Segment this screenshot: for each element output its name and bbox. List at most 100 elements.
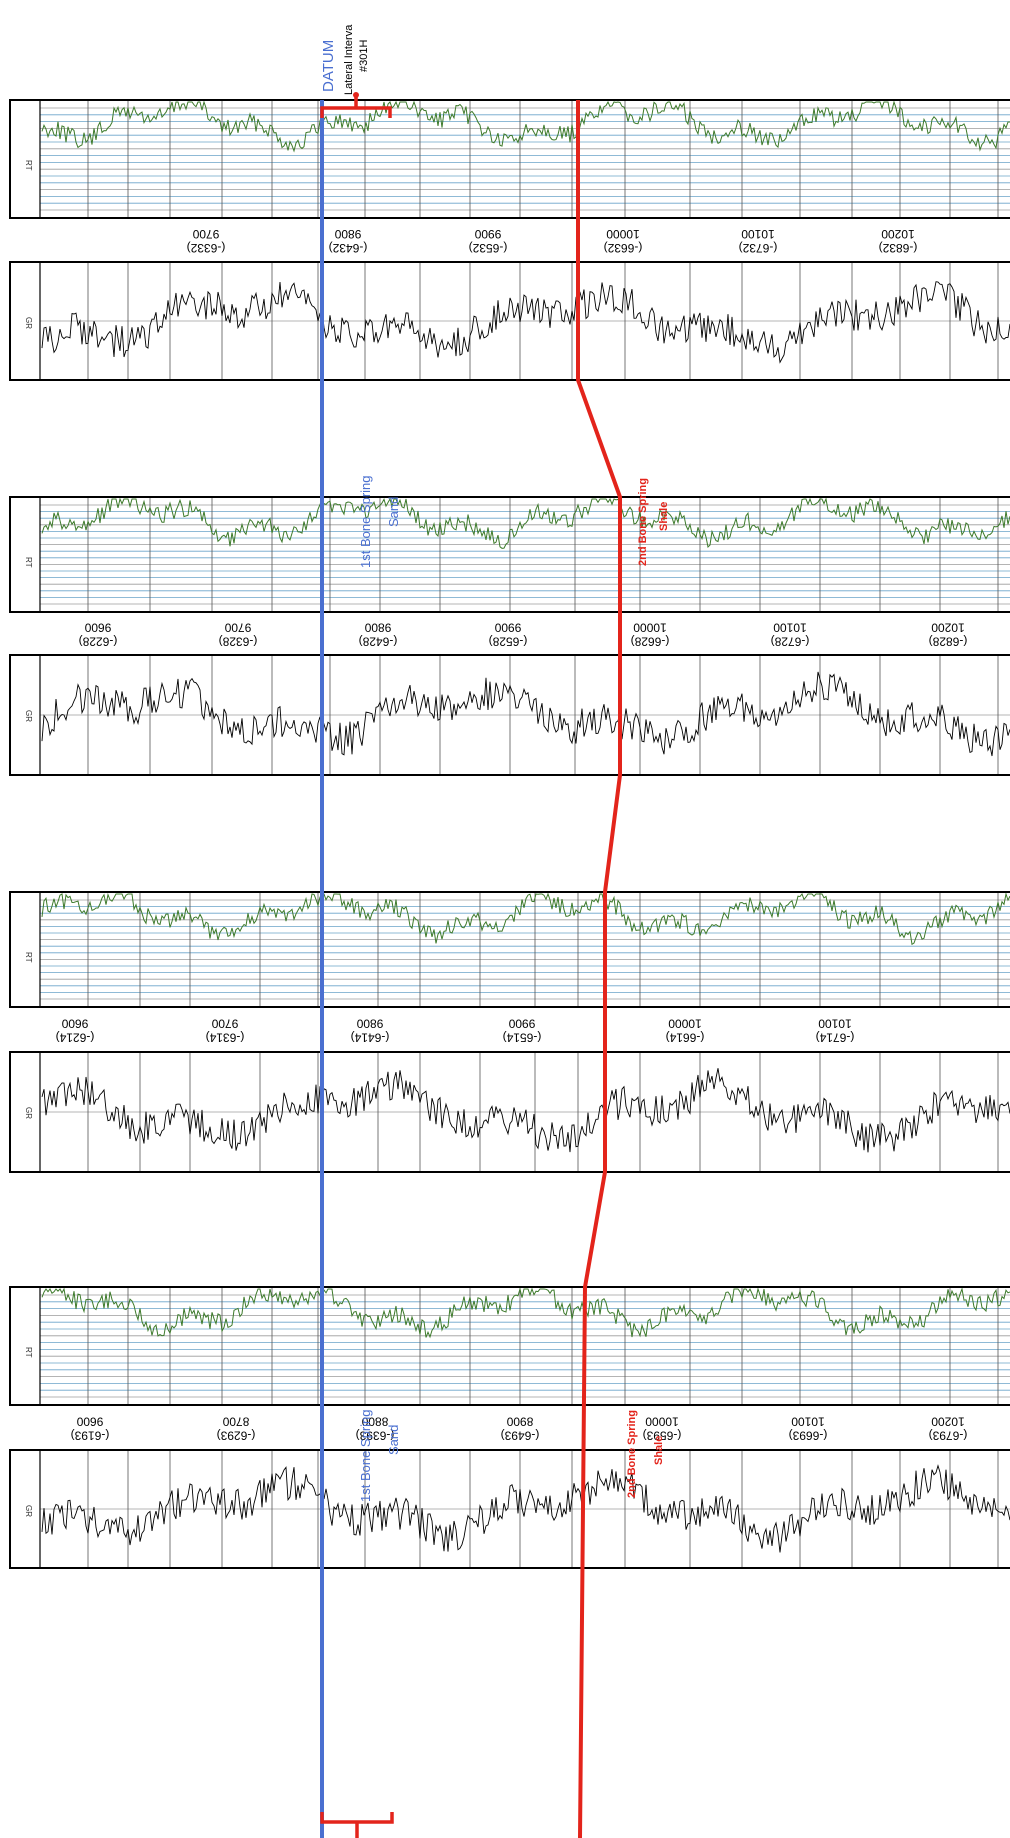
md-value: 9600: [61, 1017, 88, 1031]
md-value: 10200: [931, 621, 965, 635]
tvdss-value: (-6493): [501, 1429, 540, 1443]
depth-tick-label: (-6214)9600: [56, 1017, 95, 1045]
gamma-curve: [41, 1464, 1010, 1553]
tvdss-value: (-6593): [643, 1429, 682, 1443]
tvdss-value: (-6828): [929, 635, 968, 649]
gamma-curve-label: GR: [24, 710, 33, 722]
depth-tick-label: (-6432)9800: [329, 227, 368, 255]
depth-tick-label: (-6632)10000: [604, 227, 643, 255]
md-value: 10200: [881, 227, 915, 241]
depth-tick-label: (-6293)8700: [217, 1415, 256, 1443]
formation-label-sand: Sand: [386, 497, 401, 527]
tvdss-value: (-6714): [816, 1031, 855, 1045]
tvdss-value: (-6628): [631, 635, 670, 649]
resistivity-track-frame: [9, 496, 1010, 613]
resistivity-curve-label: RT: [24, 160, 33, 171]
correlation-layer: [320, 92, 622, 1838]
lateral-interval-marker: [353, 92, 359, 98]
md-value: 9900: [494, 621, 521, 635]
lateral-interval-label: Lateral Interva: [343, 24, 355, 95]
depth-tick-label: (-6428)9800: [359, 621, 398, 649]
depth-tick-label: (-6532)9900: [469, 227, 508, 255]
md-value: 9600: [84, 621, 111, 635]
gamma-track-frame: [9, 654, 1010, 776]
well-label: #301H: [358, 40, 370, 72]
resistivity-track-frame: [9, 1286, 1010, 1406]
tvdss-value: (-6414): [351, 1031, 390, 1045]
tvdss-value: (-6514): [503, 1031, 542, 1045]
md-value: 10000: [668, 1017, 702, 1031]
tvdss-value: (-6832): [879, 241, 918, 255]
md-value: 10000: [645, 1415, 679, 1429]
md-value: 10000: [606, 227, 640, 241]
tvdss-value: (-6532): [469, 241, 508, 255]
formation-label-sand-lower: Sand: [386, 1425, 401, 1455]
log-curve-layer: [41, 100, 1010, 1553]
md-value: 10100: [773, 621, 807, 635]
tvdss-value: (-6328): [219, 635, 258, 649]
formation-label-2nd-bone-spring: 2nd Bone Spring: [637, 478, 649, 566]
depth-tick-label: (-6193)9600: [71, 1415, 110, 1443]
tvdss-value: (-6614): [666, 1031, 705, 1045]
resistivity-curve: [41, 892, 1010, 946]
resistivity-curve: [41, 100, 1010, 153]
tvdss-value: (-6432): [329, 241, 368, 255]
depth-tick-label: (-6328)9700: [219, 621, 258, 649]
depth-tick-label: (-6414)9800: [351, 1017, 390, 1045]
md-value: 10100: [741, 227, 775, 241]
tvdss-value: (-6728): [771, 635, 810, 649]
gamma-track-frame: [9, 1051, 1010, 1173]
md-value: 9700: [224, 621, 251, 635]
md-value: 9800: [356, 1017, 383, 1031]
depth-tick-label: (-6628)10000: [631, 621, 670, 649]
md-value: 10200: [931, 1415, 965, 1429]
depth-tick-label: (-6728)10100: [771, 621, 810, 649]
tvdss-value: (-6393): [356, 1429, 395, 1443]
md-value: 10100: [818, 1017, 852, 1031]
resistivity-curve-label: RT: [24, 952, 33, 963]
tvdss-value: (-6314): [206, 1031, 245, 1045]
track-frame-layer: [9, 99, 1010, 1569]
depth-tick-label: (-6332)9700: [187, 227, 226, 255]
resistivity-curve: [41, 1287, 1010, 1339]
gamma-curve: [41, 671, 1010, 757]
tvdss-value: (-6732): [739, 241, 778, 255]
depth-tick-label: (-6614)10000: [666, 1017, 705, 1045]
tvdss-value: (-6693): [789, 1429, 828, 1443]
gamma-track-frame: [9, 1449, 1010, 1569]
tvdss-value: (-6332): [187, 241, 226, 255]
depth-tick-label: (-6314)9700: [206, 1017, 245, 1045]
depth-tick-label: (-6714)10100: [816, 1017, 855, 1045]
md-value: 8800: [361, 1415, 388, 1429]
tvdss-value: (-6528): [489, 635, 528, 649]
md-value: 9900: [508, 1017, 535, 1031]
depth-tick-label: (-6514)9900: [503, 1017, 542, 1045]
tvdss-value: (-6293): [217, 1429, 256, 1443]
depth-tick-label: (-6493)8900: [501, 1415, 540, 1443]
tvdss-value: (-6793): [929, 1429, 968, 1443]
datum-label: DATUM: [320, 40, 337, 92]
gamma-track-frame: [9, 261, 1010, 381]
depth-tick-label: (-6528)9900: [489, 621, 528, 649]
formation-label-2nd-bone-spring-lower: 2nd Bone Spring: [626, 1410, 638, 1498]
md-value: 9700: [192, 227, 219, 241]
depth-tick-label: (-6732)10100: [739, 227, 778, 255]
shale-correlation-line: [576, 100, 622, 1838]
gamma-curve-label: GR: [24, 317, 33, 329]
md-value: 9800: [334, 227, 361, 241]
gamma-curve: [41, 1068, 1010, 1153]
depth-tick-label: (-6593)10000: [643, 1415, 682, 1443]
md-value: 9900: [474, 227, 501, 241]
formation-label-shale: Shale: [658, 502, 670, 531]
md-value: 10100: [791, 1415, 825, 1429]
depth-label-layer: RTGR(-6332)9700(-6432)9800(-6532)9900(-6…: [24, 160, 967, 1517]
formation-label-1st-bone-spring: 1st Bone Spring: [358, 475, 373, 568]
depth-tick-label: (-6228)9600: [79, 621, 118, 649]
gamma-curve-label: GR: [24, 1107, 33, 1119]
tvdss-value: (-6632): [604, 241, 643, 255]
resistivity-curve-label: RT: [24, 557, 33, 568]
formation-label-1st-bone-spring-lower: 1st Bone Spring: [358, 1409, 373, 1502]
tvdss-value: (-6193): [71, 1429, 110, 1443]
md-value: 9700: [211, 1017, 238, 1031]
